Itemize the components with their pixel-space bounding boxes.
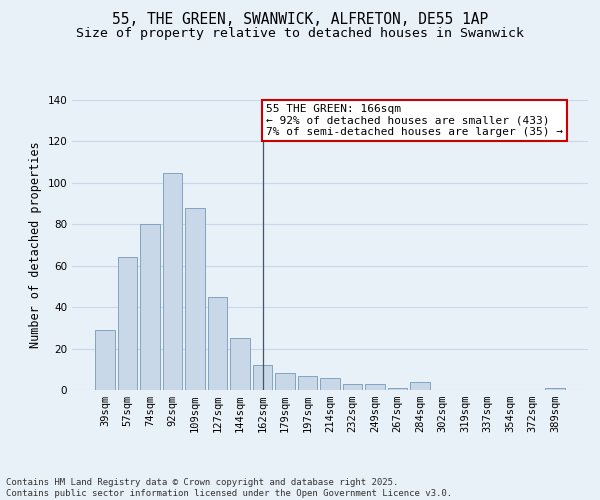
Bar <box>320 378 340 390</box>
Bar <box>298 376 317 390</box>
Bar <box>253 365 272 390</box>
Bar <box>388 388 407 390</box>
Text: 55, THE GREEN, SWANWICK, ALFRETON, DE55 1AP: 55, THE GREEN, SWANWICK, ALFRETON, DE55 … <box>112 12 488 28</box>
Bar <box>410 382 430 390</box>
Text: Size of property relative to detached houses in Swanwick: Size of property relative to detached ho… <box>76 28 524 40</box>
Bar <box>230 338 250 390</box>
Text: Contains HM Land Registry data © Crown copyright and database right 2025.
Contai: Contains HM Land Registry data © Crown c… <box>6 478 452 498</box>
Y-axis label: Number of detached properties: Number of detached properties <box>29 142 42 348</box>
Bar <box>185 208 205 390</box>
Bar <box>163 172 182 390</box>
Bar <box>140 224 160 390</box>
Bar <box>118 258 137 390</box>
Bar <box>365 384 385 390</box>
Bar <box>95 330 115 390</box>
Bar <box>275 374 295 390</box>
Bar <box>343 384 362 390</box>
Bar <box>208 297 227 390</box>
Text: 55 THE GREEN: 166sqm
← 92% of detached houses are smaller (433)
7% of semi-detac: 55 THE GREEN: 166sqm ← 92% of detached h… <box>266 104 563 138</box>
Bar <box>545 388 565 390</box>
